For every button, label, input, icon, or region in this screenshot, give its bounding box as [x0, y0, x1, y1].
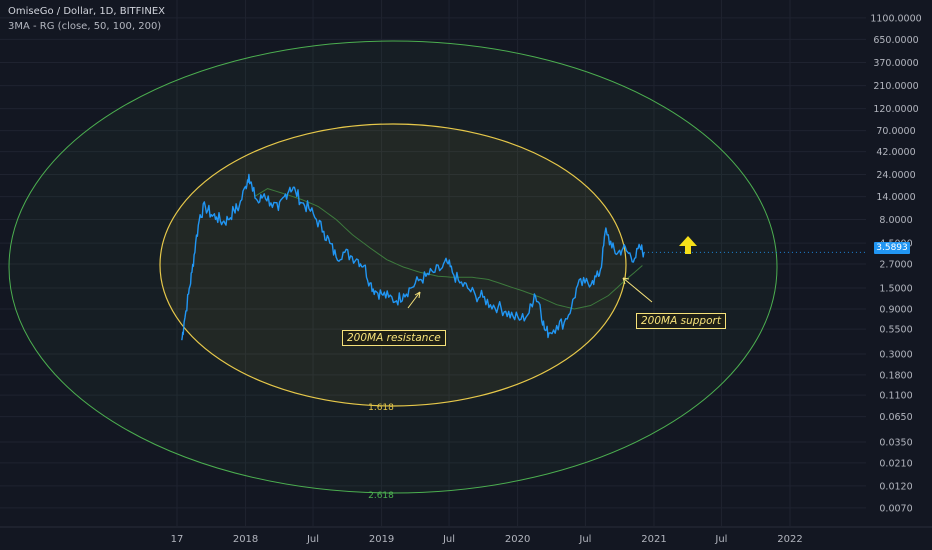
- y-tick-label: 650.0000: [873, 35, 918, 46]
- y-tick-label: 370.0000: [873, 58, 918, 69]
- fib-label-1618: 1.618: [368, 403, 394, 413]
- x-tick-label: 17: [171, 534, 184, 545]
- y-tick-label: 0.5500: [879, 325, 912, 336]
- inner-ellipse: [159, 123, 627, 407]
- last-price-tag: 3.5893: [874, 242, 910, 254]
- time-axis: 17 2018 Jul 2019 Jul 2020 Jul 2021 Jul 2022: [0, 526, 932, 545]
- y-tick-label: 1.5000: [879, 284, 912, 295]
- ma-200-line: [254, 188, 643, 310]
- y-tick-label: 0.1800: [879, 370, 912, 381]
- indicator-label: 3MA - RG (close, 50, 100, 200): [8, 21, 162, 32]
- y-tick-label: 0.0650: [879, 412, 912, 423]
- y-tick-label: 0.0350: [879, 437, 912, 448]
- x-tick-label: Jul: [306, 534, 319, 545]
- annotation-arrows: [407, 236, 697, 309]
- y-tick-label: 0.9000: [879, 304, 912, 315]
- y-tick-label: 0.0210: [879, 458, 912, 469]
- support-pointer-head: [622, 277, 630, 285]
- support-pointer: [622, 277, 653, 303]
- price-series-line: [181, 173, 645, 341]
- resistance-pointer: [407, 291, 421, 309]
- y-tick-label: 0.0120: [879, 481, 912, 492]
- x-tick-label: 2019: [369, 534, 394, 545]
- fib-ellipses: 1.618 2.618: [8, 40, 778, 501]
- annotation-200ma-support: 200MA support: [636, 313, 726, 329]
- y-tick-label: 120.0000: [873, 104, 918, 115]
- y-tick-label: 8.0000: [879, 215, 912, 226]
- x-tick-label: 2021: [641, 534, 666, 545]
- x-tick-label: Jul: [442, 534, 455, 545]
- y-tick-label: 70.0000: [876, 126, 915, 137]
- y-tick-label: 2.7000: [879, 259, 912, 270]
- symbol-title: OmiseGo / Dollar, 1D, BITFINEX: [8, 6, 166, 17]
- y-tick-label: 0.0070: [879, 503, 912, 514]
- y-tick-label: 0.1100: [879, 391, 912, 402]
- x-tick-label: 2022: [777, 534, 802, 545]
- y-tick-label: 14.0000: [876, 192, 915, 203]
- price-line: [181, 173, 866, 341]
- x-tick-label: Jul: [714, 534, 727, 545]
- annotation-200ma-resistance: 200MA resistance: [342, 330, 446, 346]
- price-axis: 1100.0000 650.0000 370.0000 210.0000 120.000…: [866, 0, 932, 550]
- x-tick-label: 2020: [505, 534, 530, 545]
- fib-label-2618: 2.618: [368, 491, 394, 501]
- y-tick-label: 1100.0000: [870, 13, 921, 24]
- ma-200-series-line: [254, 188, 643, 310]
- y-tick-label: 0.3000: [879, 349, 912, 360]
- grid: [0, 0, 866, 526]
- chart-header: OmiseGo / Dollar, 1D, BITFINEX 3MA - RG …: [8, 4, 165, 34]
- y-tick-label: 24.0000: [876, 170, 915, 181]
- price-axis-bg: [866, 0, 932, 550]
- outer-ellipse: [8, 40, 778, 494]
- y-tick-label: 42.0000: [876, 147, 915, 158]
- x-tick-label: Jul: [578, 534, 591, 545]
- x-tick-label: 2018: [233, 534, 258, 545]
- y-tick-label: 210.0000: [873, 81, 918, 92]
- arrow-up-icon: [679, 236, 697, 254]
- resistance-pointer-head: [414, 291, 421, 299]
